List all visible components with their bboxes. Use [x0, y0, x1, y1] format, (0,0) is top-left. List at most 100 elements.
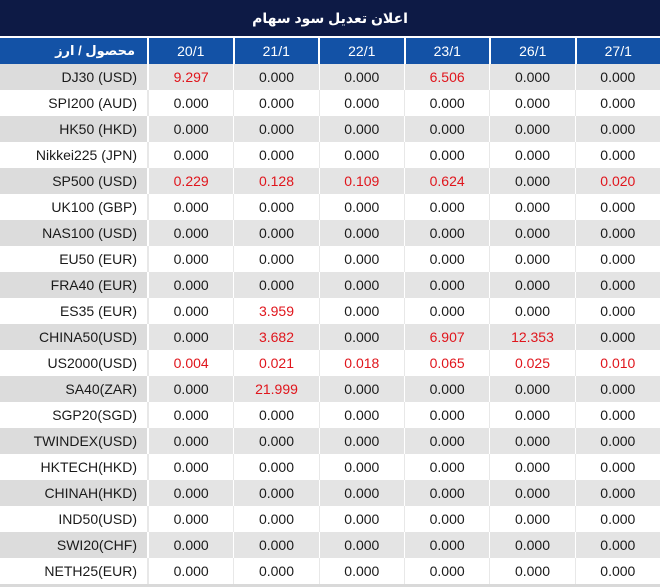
- value-cell: 0.624: [403, 168, 490, 194]
- value-cell: 0.020: [574, 168, 660, 194]
- table-row: EU50 (EUR) 0.000 0.000 0.000 0.000 0.000 0.000: [0, 246, 660, 272]
- value-cell: 0.000: [403, 90, 490, 116]
- table-row: US2000(USD) 0.004 0.021 0.018 0.065 0.025 0.01…: [0, 350, 660, 376]
- value-cell: 0.000: [403, 558, 490, 584]
- table-row: NAS100 (USD) 0.000 0.000 0.000 0.000 0.000 0.0…: [0, 220, 660, 246]
- value-cell: 0.000: [574, 324, 660, 350]
- value-cell: 0.000: [318, 142, 404, 168]
- value-cell: 0.000: [574, 142, 660, 168]
- value-cell: 0.004: [147, 350, 234, 376]
- value-cell: 0.000: [147, 116, 234, 142]
- value-cell: 21.999: [233, 376, 319, 402]
- value-cell: 0.000: [318, 272, 404, 298]
- value-cell: 0.000: [233, 194, 319, 220]
- value-cell: 0.000: [489, 194, 575, 220]
- value-cell: 0.000: [489, 532, 575, 558]
- value-cell: 0.000: [147, 142, 234, 168]
- value-cell: 0.021: [233, 350, 319, 376]
- value-cell: 0.000: [403, 142, 490, 168]
- value-cell: 0.000: [233, 428, 319, 454]
- value-cell: 0.000: [489, 402, 575, 428]
- value-cell: 0.000: [403, 454, 490, 480]
- value-cell: 0.000: [489, 506, 575, 532]
- value-cell: 0.000: [233, 402, 319, 428]
- value-cell: 0.000: [403, 194, 490, 220]
- value-cell: 9.297: [147, 64, 234, 90]
- value-cell: 0.000: [318, 558, 404, 584]
- row-label: CHINA50(USD): [0, 324, 147, 350]
- value-cell: 0.000: [233, 220, 319, 246]
- table-row: SP500 (USD) 0.229 0.128 0.109 0.624 0.000 0.02…: [0, 168, 660, 194]
- value-cell: 0.010: [574, 350, 660, 376]
- value-cell: 0.000: [489, 116, 575, 142]
- value-cell: 12.353: [489, 324, 575, 350]
- value-cell: 0.000: [574, 298, 660, 324]
- value-cell: 0.065: [403, 350, 490, 376]
- value-cell: 0.000: [574, 402, 660, 428]
- value-cell: 0.000: [489, 90, 575, 116]
- table-row: FRA40 (EUR) 0.000 0.000 0.000 0.000 0.000 0.00…: [0, 272, 660, 298]
- value-cell: 0.000: [574, 428, 660, 454]
- value-cell: 0.000: [574, 480, 660, 506]
- value-cell: 0.000: [147, 246, 234, 272]
- row-label: SPI200 (AUD): [0, 90, 147, 116]
- value-cell: 6.907: [403, 324, 490, 350]
- table-row: CHINAH(HKD) 0.000 0.000 0.000 0.000 0.000 0.00…: [0, 480, 660, 506]
- value-cell: 0.000: [233, 90, 319, 116]
- row-label: SA40(ZAR): [0, 376, 147, 402]
- value-cell: 0.000: [489, 298, 575, 324]
- value-cell: 0.000: [574, 376, 660, 402]
- value-cell: 0.109: [318, 168, 404, 194]
- table-row: SGP20(SGD) 0.000 0.000 0.000 0.000 0.000 0.000: [0, 402, 660, 428]
- row-label: Nikkei225 (JPN): [0, 142, 147, 168]
- value-cell: 0.229: [147, 168, 234, 194]
- table-header-row: محصول / ارز 20/1 21/1 22/1 23/1 26/1 27/…: [0, 38, 660, 64]
- value-cell: 0.000: [489, 480, 575, 506]
- table-row: ES35 (EUR) 0.000 3.959 0.000 0.000 0.000 0.000: [0, 298, 660, 324]
- bottom-border: [0, 584, 660, 587]
- column-header-date-21-1: 21/1: [232, 38, 318, 64]
- value-cell: 0.000: [147, 220, 234, 246]
- value-cell: 0.000: [403, 298, 490, 324]
- value-cell: 0.000: [233, 116, 319, 142]
- value-cell: 0.000: [403, 480, 490, 506]
- value-cell: 0.000: [147, 272, 234, 298]
- value-cell: 0.000: [403, 402, 490, 428]
- value-cell: 0.000: [489, 376, 575, 402]
- value-cell: 0.000: [574, 532, 660, 558]
- row-label: ES35 (EUR): [0, 298, 147, 324]
- value-cell: 0.000: [574, 246, 660, 272]
- table-row: DJ30 (USD) 9.297 0.000 0.000 6.506 0.000 0.000: [0, 64, 660, 90]
- value-cell: 0.000: [318, 194, 404, 220]
- value-cell: 0.000: [318, 480, 404, 506]
- value-cell: 0.000: [233, 272, 319, 298]
- value-cell: 0.000: [318, 246, 404, 272]
- value-cell: 0.000: [403, 272, 490, 298]
- value-cell: 0.000: [147, 428, 234, 454]
- row-label: NETH25(EUR): [0, 558, 147, 584]
- row-label: FRA40 (EUR): [0, 272, 147, 298]
- row-label: US2000(USD): [0, 350, 147, 376]
- value-cell: 0.000: [403, 532, 490, 558]
- value-cell: 0.000: [489, 220, 575, 246]
- table-row: NETH25(EUR) 0.000 0.000 0.000 0.000 0.000 0.00…: [0, 558, 660, 584]
- value-cell: 0.000: [318, 428, 404, 454]
- value-cell: 0.000: [574, 454, 660, 480]
- value-cell: 0.128: [233, 168, 319, 194]
- column-header-date-26-1: 26/1: [489, 38, 575, 64]
- value-cell: 6.506: [403, 64, 490, 90]
- row-label: TWINDEX(USD): [0, 428, 147, 454]
- row-label: NAS100 (USD): [0, 220, 147, 246]
- value-cell: 0.000: [403, 428, 490, 454]
- value-cell: 0.000: [147, 376, 234, 402]
- value-cell: 0.000: [318, 532, 404, 558]
- value-cell: 0.000: [147, 194, 234, 220]
- value-cell: 0.000: [147, 402, 234, 428]
- value-cell: 0.000: [318, 402, 404, 428]
- value-cell: 0.000: [574, 64, 660, 90]
- value-cell: 3.682: [233, 324, 319, 350]
- table-row: IND50(USD) 0.000 0.000 0.000 0.000 0.000 0.000: [0, 506, 660, 532]
- value-cell: 0.000: [318, 506, 404, 532]
- value-cell: 0.000: [574, 558, 660, 584]
- row-label: SP500 (USD): [0, 168, 147, 194]
